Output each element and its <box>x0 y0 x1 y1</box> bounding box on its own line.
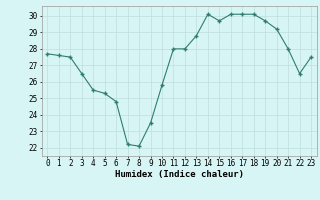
X-axis label: Humidex (Indice chaleur): Humidex (Indice chaleur) <box>115 170 244 179</box>
